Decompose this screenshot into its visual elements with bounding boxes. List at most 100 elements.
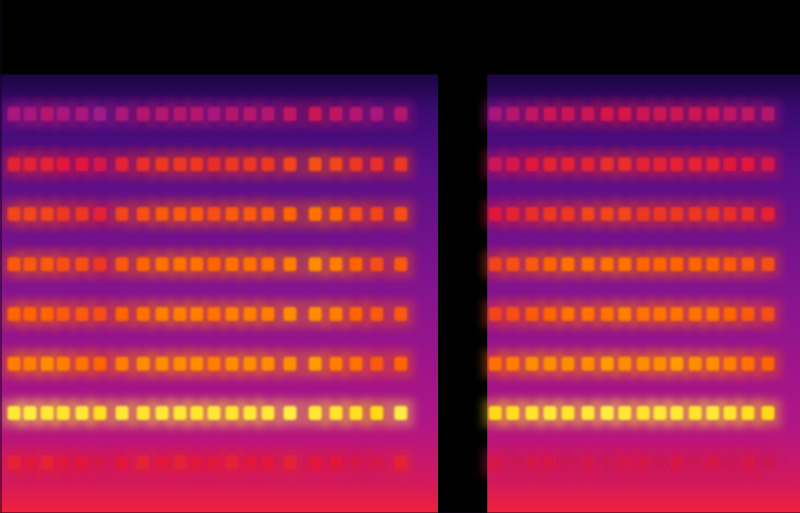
harmonic-cell (244, 456, 257, 470)
harmonic-cell (618, 107, 631, 121)
harmonic-cell (637, 406, 650, 420)
harmonic-cell (706, 357, 719, 371)
harmonic-cell (208, 357, 221, 371)
harmonic-cell (116, 107, 129, 121)
harmonic-cell (330, 207, 343, 221)
harmonic-cell (370, 357, 383, 371)
harmonic-halo (388, 399, 414, 427)
harmonic-cell (330, 357, 343, 371)
harmonic-cell (742, 157, 755, 171)
harmonic-cell (284, 257, 297, 271)
harmonic-cell (137, 307, 150, 321)
harmonic-cell (489, 257, 502, 271)
harmonic-cell (394, 357, 407, 371)
harmonic-cell (76, 257, 89, 271)
harmonic-cell (262, 207, 275, 221)
harmonic-cell (489, 157, 502, 171)
harmonic-cell (190, 456, 203, 470)
harmonic-cell (582, 207, 595, 221)
harmonic-halo (388, 100, 414, 128)
harmonic-cell (562, 107, 575, 121)
harmonic-cell (654, 207, 667, 221)
harmonic-cell (742, 107, 755, 121)
harmonic-halo (277, 399, 303, 427)
harmonic-cell (562, 406, 575, 420)
harmonic-cell (41, 207, 54, 221)
harmonic-cell (562, 207, 575, 221)
harmonic-cell (8, 307, 21, 321)
harmonic-halo (277, 200, 303, 228)
harmonic-cell (262, 456, 275, 470)
harmonic-cell (226, 107, 239, 121)
harmonic-cell (350, 456, 363, 470)
harmonic-cell (689, 107, 702, 121)
harmonic-cell (526, 107, 539, 121)
harmonic-cell (742, 406, 755, 420)
cell-layer (8, 107, 775, 470)
harmonic-cell (724, 307, 737, 321)
harmonic-halo (755, 449, 781, 477)
harmonic-cell (670, 107, 683, 121)
harmonic-cell (309, 406, 322, 420)
harmonic-cell (350, 257, 363, 271)
harmonic-halo (277, 100, 303, 128)
harmonic-cell (689, 406, 702, 420)
harmonic-halo (755, 100, 781, 128)
harmonic-cell (654, 456, 667, 470)
harmonic-halo (364, 449, 390, 477)
harmonic-cell (506, 207, 519, 221)
harmonic-cell (489, 307, 502, 321)
harmonic-cell (724, 157, 737, 171)
y-axis (1, 1, 2, 513)
harmonic-cell (562, 456, 575, 470)
harmonic-cell (582, 157, 595, 171)
harmonic-cell (24, 406, 37, 420)
harmonic-cell (309, 107, 322, 121)
harmonic-cell (506, 307, 519, 321)
harmonic-cell (116, 207, 129, 221)
harmonic-cell (24, 456, 37, 470)
harmonic-halo (755, 350, 781, 378)
harmonic-cell (350, 157, 363, 171)
harmonic-cell (94, 207, 107, 221)
harmonic-cell (330, 406, 343, 420)
harmonic-cell (370, 406, 383, 420)
harmonic-cell (174, 357, 187, 371)
harmonic-cell (654, 357, 667, 371)
harmonic-halo (755, 150, 781, 178)
harmonic-cell (742, 257, 755, 271)
harmonic-cell (24, 307, 37, 321)
harmonic-cell (57, 357, 70, 371)
harmonic-cell (24, 207, 37, 221)
harmonic-cell (208, 107, 221, 121)
harmonic-cell (637, 456, 650, 470)
harmonic-cell (762, 257, 775, 271)
harmonic-halo (364, 150, 390, 178)
harmonic-cell (24, 107, 37, 121)
harmonic-cell (116, 307, 129, 321)
harmonic-cell (689, 456, 702, 470)
harmonic-cell (76, 406, 89, 420)
harmonic-halo (364, 250, 390, 278)
harmonic-cell (190, 107, 203, 121)
harmonic-cell (618, 157, 631, 171)
harmonic-cell (190, 257, 203, 271)
harmonic-cell (330, 257, 343, 271)
harmonic-cell (562, 157, 575, 171)
harmonic-cell (174, 157, 187, 171)
harmonic-cell (350, 307, 363, 321)
harmonic-cell (582, 307, 595, 321)
harmonic-halo (388, 250, 414, 278)
harmonic-cell (156, 406, 169, 420)
harmonic-cell (76, 456, 89, 470)
harmonic-cell (137, 257, 150, 271)
harmonic-halo (364, 399, 390, 427)
harmonic-cell (57, 107, 70, 121)
harmonic-cell (94, 107, 107, 121)
harmonic-cell (670, 257, 683, 271)
harmonic-cell (601, 107, 614, 121)
harmonic-cell (137, 157, 150, 171)
harmonic-halo (755, 250, 781, 278)
harmonic-cell (8, 107, 21, 121)
harmonic-cell (670, 207, 683, 221)
